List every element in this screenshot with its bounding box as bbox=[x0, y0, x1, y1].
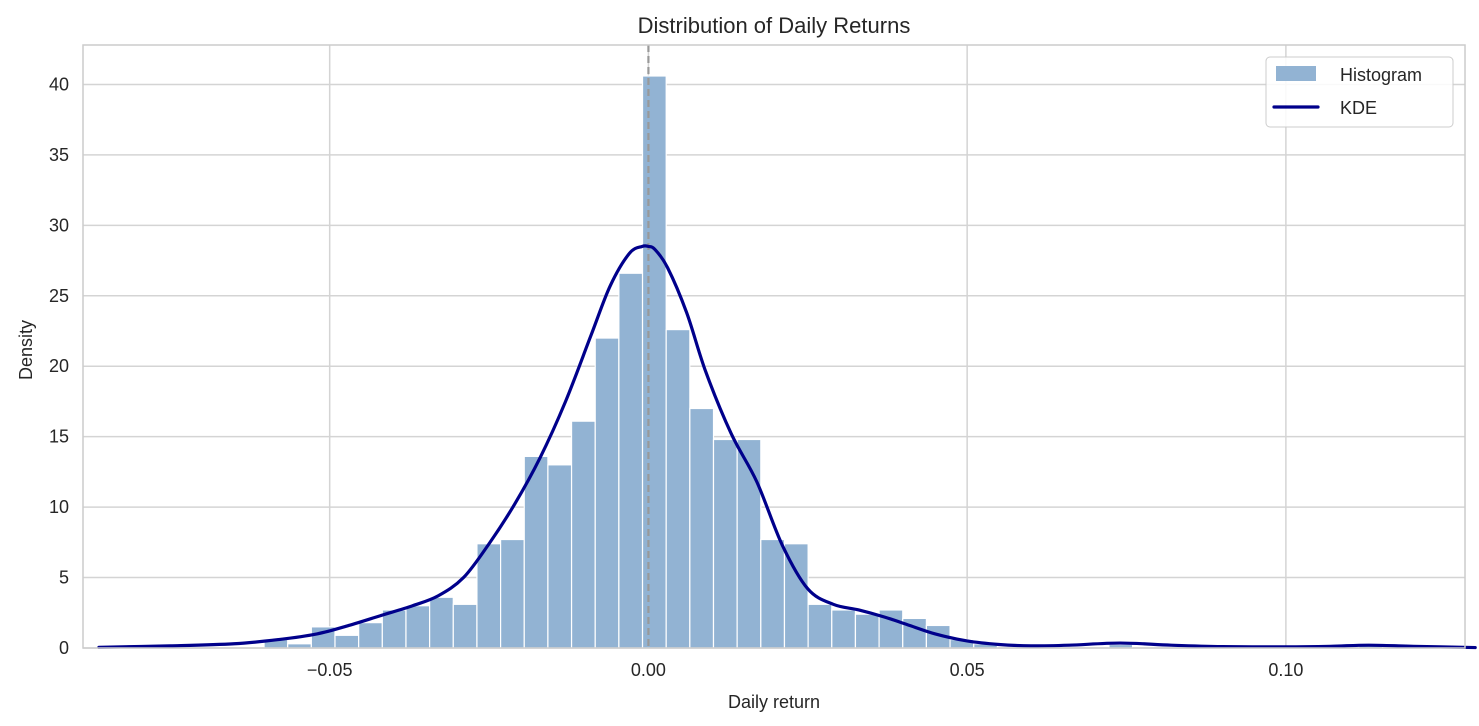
y-tick-label: 30 bbox=[49, 215, 69, 235]
histogram-bar bbox=[641, 75, 667, 649]
chart-title: Distribution of Daily Returns bbox=[638, 13, 911, 38]
legend: Histogram KDE bbox=[1265, 56, 1454, 128]
y-tick-label: 15 bbox=[49, 427, 69, 447]
histogram-bars bbox=[263, 75, 1384, 649]
histogram-bar bbox=[665, 328, 691, 649]
y-tick-label: 40 bbox=[49, 74, 69, 94]
plot-frame bbox=[82, 44, 1466, 649]
legend-kde-label: KDE bbox=[1340, 98, 1377, 118]
histogram-bar bbox=[476, 543, 502, 649]
histogram-bar bbox=[854, 613, 880, 649]
legend-histogram-label: Histogram bbox=[1340, 65, 1422, 85]
x-axis-ticks: −0.05 0.00 0.05 0.10 bbox=[307, 660, 1303, 680]
y-tick-label: 20 bbox=[49, 356, 69, 376]
histogram-bar bbox=[499, 538, 525, 649]
histogram-bar bbox=[405, 605, 431, 649]
y-tick-label: 25 bbox=[49, 286, 69, 306]
legend-histogram-swatch-icon bbox=[1276, 66, 1316, 81]
histogram-bar bbox=[452, 603, 478, 649]
histogram-bar bbox=[712, 438, 738, 649]
histogram-bar bbox=[689, 407, 715, 649]
y-tick-label: 0 bbox=[59, 638, 69, 658]
y-tick-label: 35 bbox=[49, 145, 69, 165]
y-tick-label: 5 bbox=[59, 568, 69, 588]
histogram-bar bbox=[429, 596, 454, 649]
x-tick-label: −0.05 bbox=[307, 660, 353, 680]
histogram-bar bbox=[334, 634, 360, 649]
y-axis-label: Density bbox=[16, 320, 36, 380]
y-axis-ticks: 0 5 10 15 20 25 30 35 40 bbox=[49, 74, 69, 658]
x-tick-label: 0.00 bbox=[631, 660, 666, 680]
histogram-bar bbox=[831, 609, 857, 649]
kde-curve bbox=[97, 244, 1477, 650]
x-tick-label: 0.10 bbox=[1268, 660, 1303, 680]
histogram-bar bbox=[358, 622, 383, 649]
histogram-bar bbox=[618, 272, 644, 649]
histogram-bar bbox=[807, 603, 833, 649]
x-axis-label: Daily return bbox=[728, 692, 820, 712]
x-tick-label: 0.05 bbox=[950, 660, 985, 680]
histogram-bar bbox=[736, 438, 762, 649]
histogram-bar bbox=[570, 420, 596, 649]
histogram-bar bbox=[594, 337, 620, 649]
y-tick-label: 10 bbox=[49, 497, 69, 517]
histogram-bar bbox=[760, 538, 786, 649]
histogram-bar bbox=[523, 455, 549, 649]
histogram-bar bbox=[547, 464, 573, 649]
grid-lines bbox=[83, 45, 1465, 649]
